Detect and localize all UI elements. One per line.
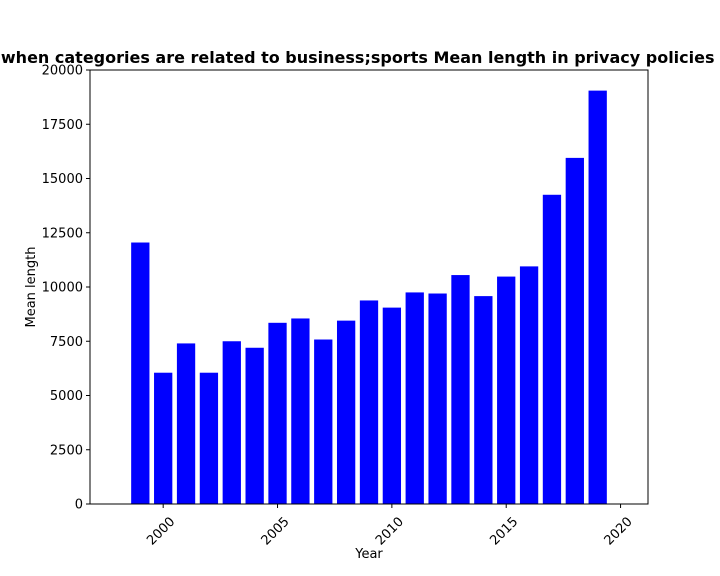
x-tick-label: 2000 (144, 514, 178, 548)
bar-2011 (405, 292, 424, 504)
y-tick-label: 5000 (50, 389, 83, 404)
y-tick-label: 2500 (50, 443, 83, 458)
bar-2016 (519, 266, 539, 504)
y-tick-label: 0 (75, 498, 83, 513)
y-tick-label: 10000 (42, 281, 83, 296)
bar-2018 (565, 157, 584, 504)
bar-2014 (474, 296, 493, 504)
x-axis-label: Year (354, 547, 383, 562)
y-tick-label: 15000 (42, 172, 83, 187)
bar-2000 (154, 372, 173, 504)
bar-2007 (314, 339, 333, 504)
bar-2009 (359, 300, 379, 504)
bar-2019 (588, 90, 607, 505)
x-axis: 2000 2005 2010 2015 2020 (144, 504, 636, 549)
bar-2005 (268, 322, 287, 504)
chart-title: Apps when categories are related to busi… (0, 48, 720, 67)
bar-2008 (336, 320, 356, 504)
y-tick-label: 7500 (50, 335, 83, 350)
y-tick-label: 20000 (42, 64, 83, 79)
y-axis: 0 2500 5000 7500 10000 12500 15000 17500 20000 (42, 64, 90, 513)
bar-2002 (199, 372, 219, 504)
y-axis-label: Mean length (24, 247, 39, 328)
bar-1999 (131, 242, 150, 504)
bar-2012 (428, 293, 447, 504)
bar-2010 (382, 307, 402, 504)
bar-2017 (542, 194, 562, 504)
x-tick-label: 2010 (373, 514, 407, 548)
bars-group (131, 90, 607, 505)
bar-2001 (176, 343, 196, 504)
bar-2003 (222, 341, 241, 504)
bar-2013 (451, 275, 470, 504)
bar-2006 (291, 318, 310, 504)
bar-2004 (245, 347, 264, 504)
bar-2015 (497, 276, 516, 504)
y-tick-label: 17500 (42, 118, 83, 133)
y-tick-label: 12500 (42, 226, 83, 241)
x-tick-label: 2020 (602, 514, 636, 548)
x-tick-label: 2015 (487, 514, 521, 548)
x-tick-label: 2005 (259, 514, 293, 548)
